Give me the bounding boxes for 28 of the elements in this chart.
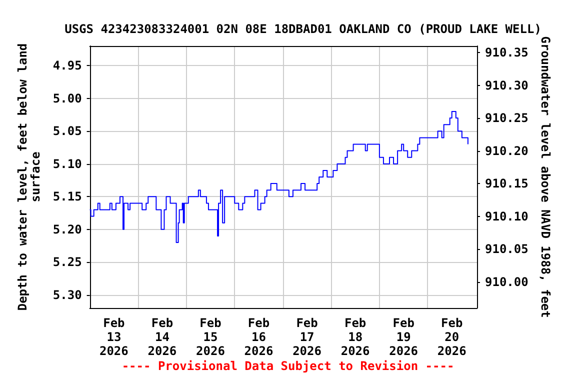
y-tick-label: 5.25 (52, 255, 82, 270)
x-tick-label: Feb 20 2026 (437, 316, 466, 358)
y-tick-label: 4.95 (52, 58, 82, 73)
y-axis-title: Depth to water level, feet below land surface (16, 43, 42, 311)
y-tick-label: 5.15 (52, 190, 82, 204)
y2-tick-label: 910.25 (485, 111, 528, 126)
y-tick-label: 5.00 (52, 91, 82, 106)
y-tick-label: 5.10 (52, 156, 82, 171)
y2-tick-label: 910.30 (485, 78, 528, 92)
text: ---- Provisional Data Subject to Revision ---- (122, 359, 454, 373)
y-tick-label: 5.05 (52, 124, 82, 138)
x-tick-label: Feb 13 2026 (99, 316, 128, 358)
chart-title: USGS 423423083324001 02N 08E 18DBAD01 OAKLAND CO (PROUD LAKE WELL) (64, 22, 542, 36)
y2-tick-label: 910.05 (485, 242, 528, 256)
x-tick-label: Feb 16 2026 (244, 316, 274, 358)
y2-tick-label: 910.35 (485, 46, 528, 60)
y2-tick-label: 910.10 (485, 209, 528, 224)
y2-axis-title: Groundwater level above NAVD 1988, feet (538, 36, 553, 318)
y2-tick-label: 910.15 (485, 176, 528, 191)
x-tick-label: Feb 19 2026 (389, 316, 418, 358)
y-tick-label: 5.30 (52, 288, 82, 302)
x-tick-label: Feb 15 2026 (196, 316, 225, 358)
y2-tick-label: 910.20 (485, 144, 528, 158)
y2-tick-label: 910.00 (485, 274, 528, 289)
x-tick-label: Feb 14 2026 (148, 316, 177, 358)
x-tick-label: Feb 18 2026 (340, 316, 370, 358)
x-tick-label: Feb 17 2026 (292, 316, 322, 358)
y-tick-label: 5.20 (52, 222, 82, 236)
